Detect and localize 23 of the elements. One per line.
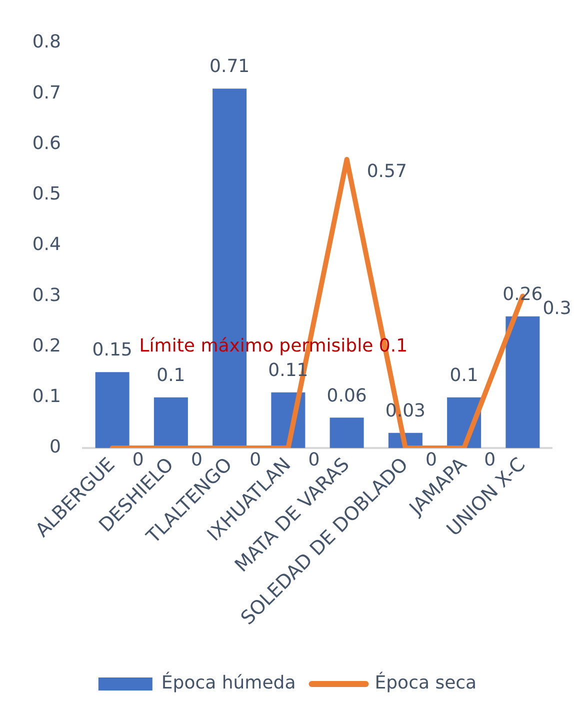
data-label: 0.1 [450,365,478,386]
y-tick-label: 0.6 [32,132,61,154]
y-tick-label: 0.4 [32,234,61,256]
bar [506,316,540,448]
y-tick-label: 0 [50,436,61,458]
data-label: 0.71 [210,56,250,78]
data-label: 0.57 [366,161,407,182]
legend-label: Época húmeda [161,672,296,694]
data-label: 0.06 [326,385,367,406]
y-tick-label: 0.2 [32,335,61,356]
data-label: 0.1 [156,365,186,386]
data-label: 0.3 [542,298,572,319]
data-label: 0.26 [502,284,543,306]
data-label: 0 [484,450,496,471]
bar [330,418,364,448]
y-tick-label: 0.5 [32,184,61,205]
y-tick-label: 0.8 [32,32,61,53]
bar [95,372,130,448]
y-tick-label: 0.1 [32,386,61,408]
y-tick-label: 0.3 [32,284,61,306]
data-label: 0.15 [92,340,132,361]
legend-label: Época seca [374,672,477,694]
y-tick-label: 0.7 [32,82,61,104]
